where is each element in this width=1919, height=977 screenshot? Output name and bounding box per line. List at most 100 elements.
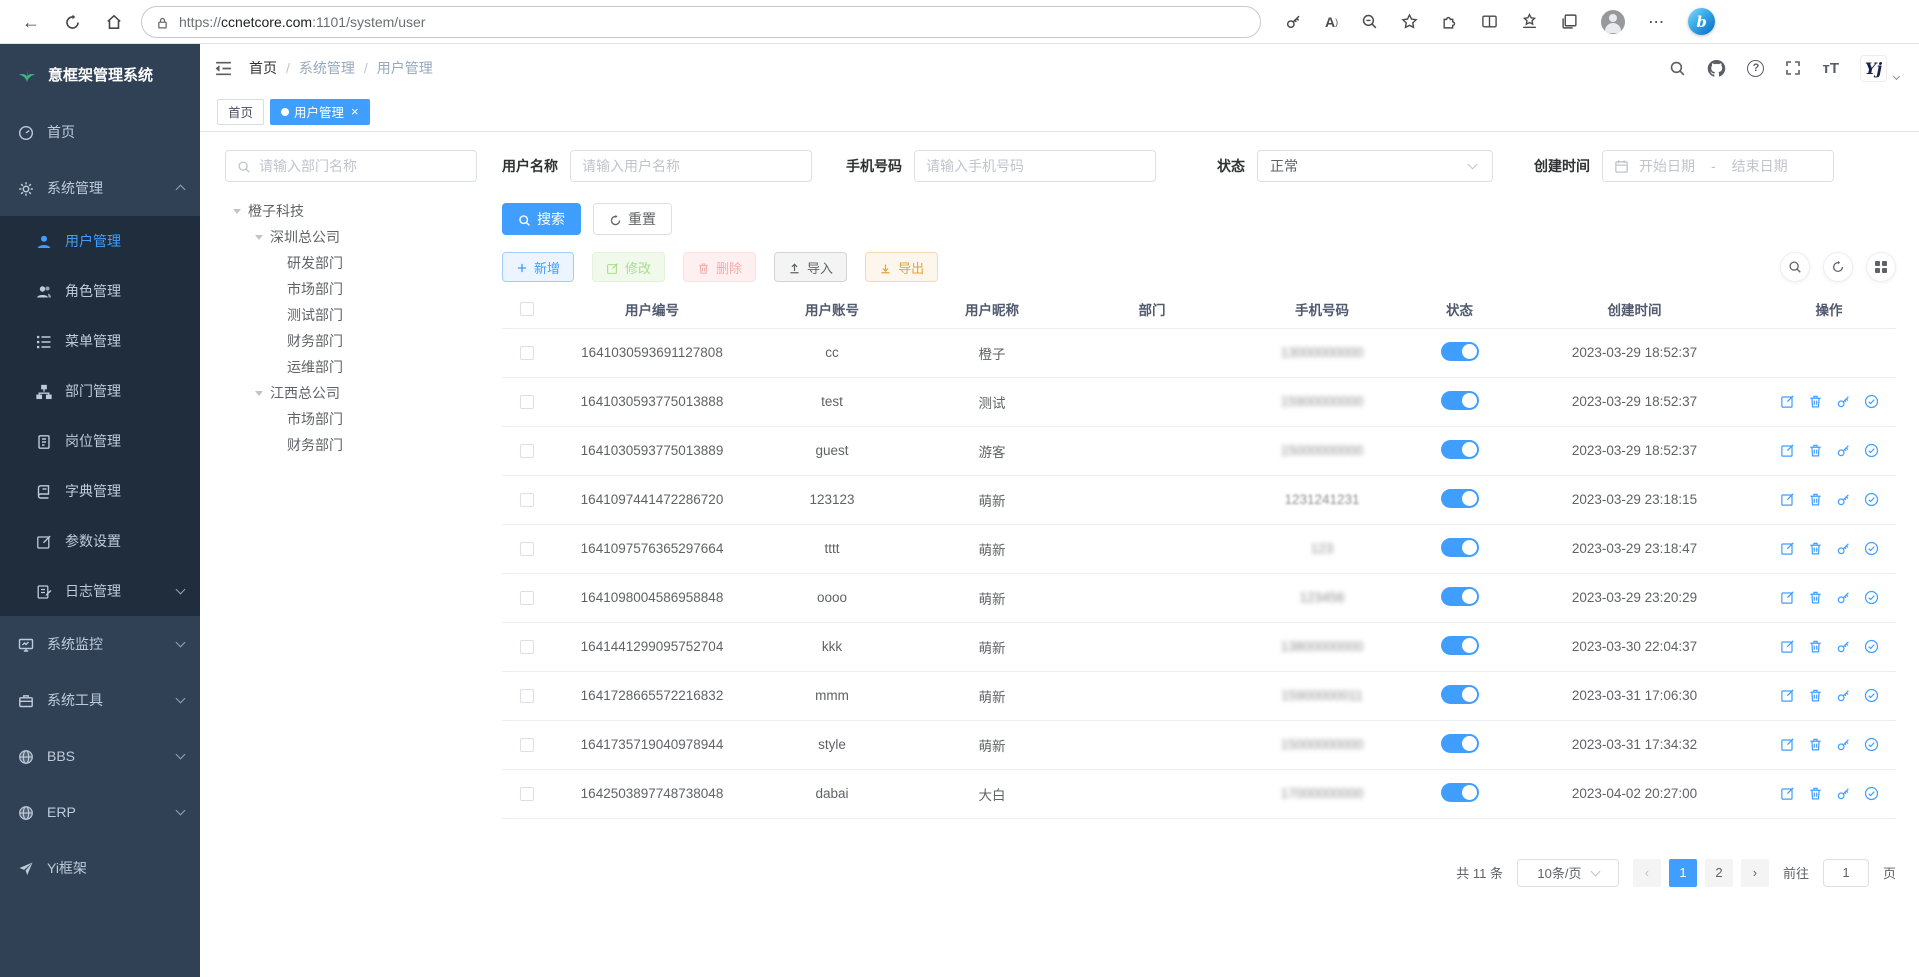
sidebar-fold-icon[interactable] bbox=[214, 59, 233, 77]
caret-down-icon[interactable] bbox=[255, 390, 263, 396]
sidebar-item-role-management[interactable]: 角色管理 bbox=[0, 266, 200, 316]
delete-icon[interactable] bbox=[1808, 394, 1823, 410]
tab-user-management[interactable]: 用户管理 × bbox=[270, 98, 370, 125]
sidebar-item-erp[interactable]: ERP bbox=[0, 784, 200, 840]
sidebar-item-menu-management[interactable]: 菜单管理 bbox=[0, 316, 200, 366]
page-button-1[interactable]: 1 bbox=[1668, 858, 1697, 887]
sidebar-item-bbs[interactable]: BBS bbox=[0, 728, 200, 784]
row-checkbox[interactable] bbox=[520, 395, 534, 410]
assign-role-icon[interactable] bbox=[1864, 394, 1879, 410]
reset-button[interactable]: 重置 bbox=[593, 203, 672, 235]
sidebar-item-system-tools[interactable]: 系统工具 bbox=[0, 672, 200, 728]
select-all-checkbox[interactable] bbox=[520, 302, 534, 317]
edit-icon[interactable] bbox=[1780, 688, 1795, 704]
reset-password-icon[interactable] bbox=[1836, 492, 1851, 508]
status-toggle[interactable] bbox=[1440, 390, 1479, 410]
dept-search-input[interactable] bbox=[225, 150, 477, 182]
date-range-picker[interactable]: 开始日期 - 结束日期 bbox=[1602, 150, 1834, 182]
phone-input[interactable] bbox=[914, 150, 1156, 182]
edit-icon[interactable] bbox=[1780, 541, 1795, 557]
modify-button[interactable]: 修改 bbox=[592, 252, 666, 282]
tree-node-branch[interactable]: 深圳总公司 bbox=[225, 224, 477, 250]
tab-home[interactable]: 首页 bbox=[217, 98, 265, 125]
tree-node-dept[interactable]: 测试部门 bbox=[287, 307, 343, 323]
tree-node-dept[interactable]: 财务部门 bbox=[287, 333, 343, 349]
assign-role-icon[interactable] bbox=[1864, 492, 1879, 508]
tree-node-dept[interactable]: 运维部门 bbox=[287, 359, 343, 375]
reset-password-icon[interactable] bbox=[1836, 737, 1851, 753]
font-size-icon[interactable]: тT bbox=[1822, 59, 1839, 77]
sidebar-item-dept-management[interactable]: 部门管理 bbox=[0, 366, 200, 416]
sidebar-item-param-settings[interactable]: 参数设置 bbox=[0, 516, 200, 566]
close-tab-icon[interactable]: × bbox=[351, 104, 359, 119]
status-toggle[interactable] bbox=[1440, 488, 1479, 508]
sidebar-item-dict-management[interactable]: 字典管理 bbox=[0, 466, 200, 516]
sidebar-item-user-management[interactable]: 用户管理 bbox=[0, 216, 200, 266]
favorites-bar-icon[interactable] bbox=[1521, 13, 1538, 30]
import-button[interactable]: 导入 bbox=[774, 252, 848, 282]
copilot-icon[interactable]: b bbox=[1688, 8, 1716, 35]
edit-icon[interactable] bbox=[1780, 590, 1795, 606]
key-icon[interactable] bbox=[1285, 13, 1302, 30]
sidebar-item-log-management[interactable]: 日志管理 bbox=[0, 566, 200, 616]
search-icon[interactable] bbox=[1669, 60, 1686, 77]
delete-icon[interactable] bbox=[1808, 737, 1823, 753]
status-toggle[interactable] bbox=[1440, 439, 1479, 459]
delete-icon[interactable] bbox=[1808, 639, 1823, 655]
edit-icon[interactable] bbox=[1780, 737, 1795, 753]
row-checkbox[interactable] bbox=[520, 738, 534, 753]
help-icon[interactable]: ? bbox=[1747, 59, 1765, 77]
row-checkbox[interactable] bbox=[520, 787, 534, 802]
assign-role-icon[interactable] bbox=[1864, 541, 1879, 557]
status-select[interactable]: 正常 bbox=[1257, 150, 1493, 182]
status-toggle[interactable] bbox=[1440, 635, 1479, 655]
back-icon[interactable]: ← bbox=[22, 11, 40, 32]
address-bar[interactable]: https://ccnetcore.com:1101/system/user bbox=[141, 5, 1261, 38]
read-aloud-icon[interactable]: A) bbox=[1325, 13, 1339, 30]
tree-node-dept[interactable]: 市场部门 bbox=[287, 411, 343, 427]
github-icon[interactable] bbox=[1707, 59, 1726, 78]
sidebar-item-system[interactable]: 系统管理 bbox=[0, 160, 200, 216]
status-toggle[interactable] bbox=[1440, 341, 1479, 361]
status-toggle[interactable] bbox=[1440, 586, 1479, 606]
sidebar-item-home[interactable]: 首页 bbox=[0, 104, 200, 160]
refresh-icon[interactable] bbox=[64, 12, 81, 31]
next-page-button[interactable]: › bbox=[1740, 858, 1769, 887]
reset-password-icon[interactable] bbox=[1836, 541, 1851, 557]
tree-node-company[interactable]: 橙子科技 bbox=[225, 198, 477, 224]
delete-icon[interactable] bbox=[1808, 443, 1823, 459]
row-checkbox[interactable] bbox=[520, 346, 534, 361]
row-checkbox[interactable] bbox=[520, 640, 534, 655]
zoom-icon[interactable] bbox=[1361, 13, 1378, 30]
table-search-button[interactable] bbox=[1780, 252, 1810, 282]
profile-avatar[interactable] bbox=[1601, 9, 1626, 34]
goto-page-input[interactable] bbox=[1822, 858, 1869, 887]
delete-button[interactable]: 删除 bbox=[683, 252, 757, 282]
row-checkbox[interactable] bbox=[520, 689, 534, 704]
delete-icon[interactable] bbox=[1808, 786, 1823, 802]
export-button[interactable]: 导出 bbox=[865, 252, 939, 282]
delete-icon[interactable] bbox=[1808, 590, 1823, 606]
caret-down-icon[interactable] bbox=[255, 234, 263, 240]
edit-icon[interactable] bbox=[1780, 639, 1795, 655]
extensions-icon[interactable] bbox=[1441, 13, 1458, 30]
add-favorite-icon[interactable] bbox=[1401, 13, 1418, 30]
status-toggle[interactable] bbox=[1440, 684, 1479, 704]
edit-icon[interactable] bbox=[1780, 394, 1795, 410]
delete-icon[interactable] bbox=[1808, 688, 1823, 704]
search-button[interactable]: 搜索 bbox=[502, 203, 581, 235]
assign-role-icon[interactable] bbox=[1864, 737, 1879, 753]
status-toggle[interactable] bbox=[1440, 782, 1479, 802]
reset-password-icon[interactable] bbox=[1836, 394, 1851, 410]
more-icon[interactable]: ⋯ bbox=[1648, 13, 1666, 31]
reset-password-icon[interactable] bbox=[1836, 443, 1851, 459]
row-checkbox[interactable] bbox=[520, 493, 534, 508]
caret-down-icon[interactable] bbox=[1892, 72, 1901, 80]
sidebar-item-post-management[interactable]: 岗位管理 bbox=[0, 416, 200, 466]
edit-icon[interactable] bbox=[1780, 492, 1795, 508]
reset-password-icon[interactable] bbox=[1836, 639, 1851, 655]
assign-role-icon[interactable] bbox=[1864, 786, 1879, 802]
add-button[interactable]: 新增 bbox=[502, 252, 575, 282]
phone-field[interactable] bbox=[926, 158, 1144, 174]
tree-node-dept[interactable]: 研发部门 bbox=[287, 255, 343, 271]
